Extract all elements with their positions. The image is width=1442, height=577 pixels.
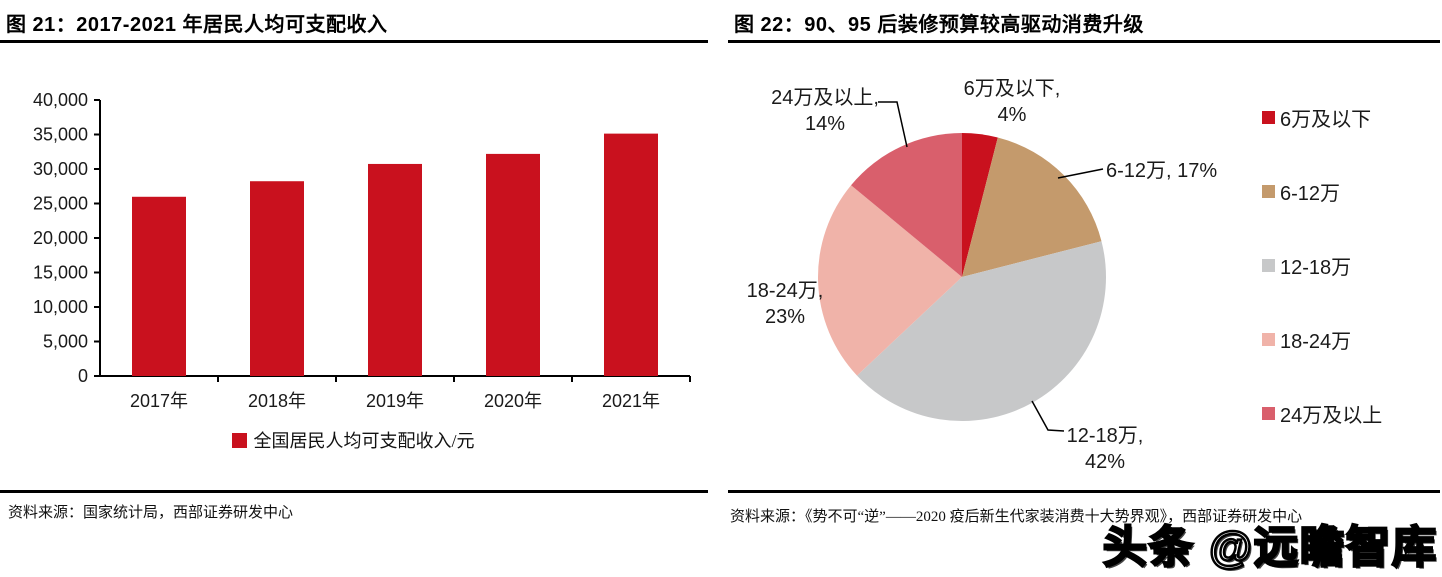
pie-legend-item-12-18万: 12-18万: [1262, 251, 1351, 280]
callout-leader-line: [1031, 400, 1065, 432]
pie-chart: [818, 101, 1106, 432]
figure-21-title-divider: [0, 40, 708, 43]
x-axis-label: 2019年: [366, 391, 424, 411]
y-axis-tick-label: 10,000: [33, 297, 88, 317]
pie-callout-line: 6万及以下,: [963, 78, 1061, 100]
y-axis-tick-label: 30,000: [33, 159, 88, 179]
pie-legend-swatch: [1262, 111, 1275, 124]
callout-leader-line: [1057, 168, 1104, 179]
pie-callout-6-12万: 6-12万, 17%: [1106, 158, 1316, 184]
figure-22-title: 图 22：90、95 后装修预算较高驱动消费升级: [734, 14, 1144, 36]
pie-legend-label: 6万及以下: [1280, 109, 1372, 131]
pie-callout-24万及以上: 24万及以上, 14%: [739, 85, 911, 137]
pie-slice-18-24万: [818, 185, 962, 376]
bar-2018年: [250, 181, 304, 376]
figure-21-title: 图 21：2017-2021 年居民人均可支配收入: [6, 14, 388, 36]
x-axis-label: 2017年: [130, 391, 188, 411]
figure-22-title-divider: [728, 40, 1440, 43]
bar-chart: 0 5,000 10,000 15,000 20,000 25,000 30,000 35,0…: [33, 90, 691, 411]
bar-2021年: [604, 133, 658, 376]
figure-21-footer-divider: [0, 490, 708, 493]
pie-callout-line: 6-12万, 17%: [1106, 160, 1218, 182]
pie-legend-swatch: [1262, 259, 1275, 272]
pie-legend-item-24万及以上: 24万及以上: [1262, 399, 1382, 428]
watermark: 头条 @远瞻智库: [1102, 522, 1438, 574]
pie-callout-12-18万: 12-18万, 42%: [1015, 423, 1195, 475]
pie-legend-item-6-12万: 6-12万: [1262, 177, 1340, 206]
figure-21-source-note: 资料来源：国家统计局，西部证券研发中心: [8, 505, 294, 521]
y-axis-tick-label: 25,000: [33, 194, 88, 214]
figure-21-panel: 图 21：2017-2021 年居民人均可支配收入 0 5,000 10,000 15…: [0, 0, 712, 577]
pie-callout-6万及以下: 6万及以下, 4%: [922, 76, 1102, 128]
pie-legend-item-6万及以下: 6万及以下: [1262, 103, 1371, 132]
pie-legend-swatch: [1262, 333, 1275, 346]
pie-callout-18-24万: 18-24万, 23%: [705, 278, 865, 330]
y-axis-tick-label: 0: [78, 366, 88, 386]
pie-legend-label: 24万及以上: [1280, 405, 1383, 427]
y-axis-tick-label: 35,000: [33, 125, 88, 145]
legend-swatch-red: [231, 432, 247, 448]
y-axis-tick-label: 20,000: [33, 228, 88, 248]
pie-slice-6-12万: [962, 137, 1102, 277]
pie-legend-label: 18-24万: [1280, 331, 1352, 353]
pie-legend-label: 6-12万: [1280, 183, 1341, 205]
y-axis-tick-label: 40,000: [33, 90, 88, 110]
pie-callout-line: 18-24万,: [746, 280, 824, 302]
x-axis-label: 2020年: [484, 391, 542, 411]
bar-2017年: [132, 196, 186, 376]
figure-22-panel: 图 22：90、95 后装修预算较高驱动消费升级 6万及以下, 4% 6-12万, …: [728, 0, 1442, 577]
pie-callout-line: 14%: [804, 113, 846, 135]
pie-callout-line: 42%: [1084, 451, 1126, 473]
pie-slice-6万及以下: [962, 133, 998, 277]
pie-callout-line: 24万及以上,: [771, 87, 879, 109]
pie-callout-line: 4%: [997, 104, 1027, 126]
x-axis-label: 2021年: [602, 391, 660, 411]
x-axis-label: 2018年: [248, 391, 306, 411]
bar-chart-legend: 全国居民人均可支配收入/元: [0, 427, 706, 453]
callout-leader-line: [878, 101, 908, 148]
pie-slice-12-18万: [857, 241, 1106, 421]
figure-22-footer-divider: [728, 490, 1440, 493]
bar-2019年: [368, 163, 422, 376]
pie-legend-swatch: [1262, 185, 1275, 198]
y-axis-tick-label: 15,000: [33, 263, 88, 283]
pie-legend-swatch: [1262, 407, 1275, 420]
bar-legend-label: 全国居民人均可支配收入/元: [253, 431, 475, 451]
pie-slice-24万及以上: [851, 133, 962, 277]
pie-chart-area: 6万及以下, 4% 6-12万, 17% 12-18万, 42% 18-24万, 23% 24…: [728, 0, 1442, 577]
figure-22-source-note: 资料来源：《势不可“逆”——2020 疫后新生代家装消费十大势界观》，西部证券研…: [730, 509, 1303, 525]
y-axis-tick-label: 5,000: [43, 332, 88, 352]
pie-legend-label: 12-18万: [1280, 257, 1352, 279]
pie-callout-line: 23%: [764, 306, 806, 328]
pie-callout-line: 12-18万,: [1066, 425, 1144, 447]
bar-2020年: [486, 153, 540, 376]
pie-legend-item-18-24万: 18-24万: [1262, 325, 1351, 354]
